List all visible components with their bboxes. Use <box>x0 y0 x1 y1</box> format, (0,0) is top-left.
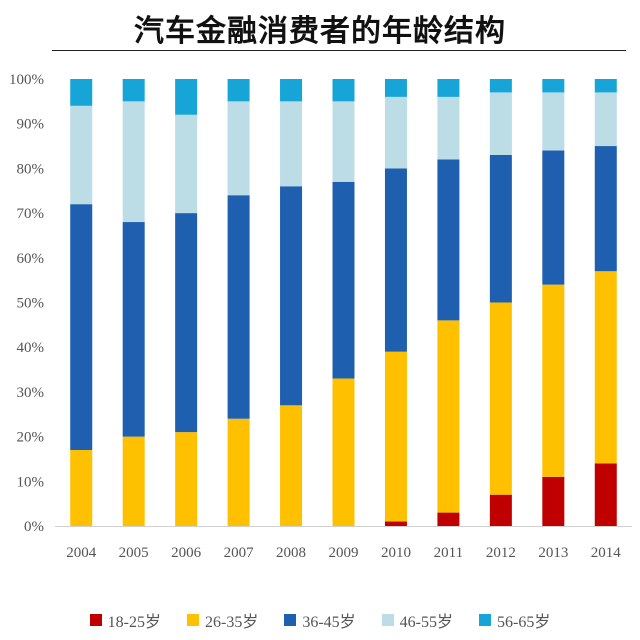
bar-segment-2010-4 <box>384 96 407 169</box>
x-tick-label: 2014 <box>591 545 622 561</box>
y-tick-label: 10% <box>17 474 45 490</box>
x-tick-label: 2005 <box>119 545 149 561</box>
x-tick-label: 2004 <box>66 545 97 561</box>
bar-segment-2011-2 <box>437 320 460 513</box>
bar-segment-2009-2 <box>332 378 355 526</box>
legend-item: 18-25岁 <box>89 608 161 632</box>
bar-segment-2008-2 <box>280 405 303 526</box>
bar-segment-2006-3 <box>175 213 198 433</box>
plot-area: 0% 10% 20% 30% 40% 50% 60% 70% 80% 90% 100% 2004 200… <box>9 72 632 561</box>
bar-segment-2014-5 <box>594 79 617 93</box>
x-tick-label: 2012 <box>486 545 516 561</box>
legend-item: 56-65岁 <box>479 608 550 632</box>
bar-segment-2009-3 <box>332 181 355 379</box>
bar-segment-2012-2 <box>489 302 512 495</box>
x-tick-label: 2013 <box>538 545 568 561</box>
bar-segment-2005-5 <box>122 79 145 102</box>
bar-segment-2010-1 <box>384 521 407 526</box>
bar-segment-2008-5 <box>280 79 303 102</box>
legend-swatch <box>381 614 394 626</box>
bar-segment-2010-3 <box>384 168 407 352</box>
bar-segment-2008-3 <box>280 186 303 406</box>
bar-segment-2005-2 <box>122 436 145 526</box>
x-tick-label: 2010 <box>381 545 411 561</box>
bar-segment-2012-3 <box>489 154 512 303</box>
bar-segment-2009-5 <box>332 79 355 102</box>
y-tick-label: 30% <box>17 385 45 401</box>
bar-segment-2010-5 <box>384 79 407 97</box>
bar-segment-2013-3 <box>542 150 565 285</box>
y-tick-label: 80% <box>17 161 45 177</box>
legend-swatch <box>186 614 199 626</box>
bar-segment-2011-4 <box>437 96 460 160</box>
bar-segment-2013-4 <box>542 92 565 151</box>
x-tick-label: 2007 <box>224 545 255 561</box>
bar-segment-2011-3 <box>437 159 460 321</box>
bar-segment-2007-4 <box>227 101 250 196</box>
bar-segment-2013-5 <box>542 79 565 93</box>
y-tick-label: 60% <box>17 251 45 267</box>
legend-label: 56-65岁 <box>497 614 551 631</box>
bar-segment-2010-2 <box>384 351 407 522</box>
legend-swatch <box>89 614 102 626</box>
bar-segment-2012-5 <box>489 79 512 93</box>
bar-segment-2005-3 <box>122 222 145 437</box>
bar-segment-2006-4 <box>175 114 198 214</box>
x-tick-label: 2008 <box>276 545 306 561</box>
bar-segment-2012-1 <box>489 494 512 526</box>
bar-segment-2009-4 <box>332 101 355 182</box>
bar-segment-2005-4 <box>122 101 145 223</box>
bar-segment-2013-1 <box>542 476 565 526</box>
bar-segment-2008-4 <box>280 101 303 187</box>
legend-item: 36-45岁 <box>284 608 356 632</box>
legend-label: 18-25岁 <box>107 614 161 631</box>
y-tick-label: 20% <box>17 430 45 446</box>
legend: 18-25岁 26-35岁 36-45岁 46-55岁 56-65岁 <box>0 608 640 632</box>
bar-segment-2012-4 <box>489 92 512 155</box>
bar-segment-2014-2 <box>594 271 617 464</box>
y-tick-label: 0% <box>24 519 44 535</box>
y-tick-label: 70% <box>17 206 45 222</box>
bar-segment-2004-3 <box>70 204 93 451</box>
bar-segment-2011-1 <box>437 512 460 526</box>
legend-swatch <box>284 614 297 626</box>
bar-segment-2007-2 <box>227 418 250 526</box>
bar-segment-2007-3 <box>227 195 250 419</box>
bar-segment-2004-5 <box>70 79 93 106</box>
y-tick-label: 40% <box>17 340 45 356</box>
bar-segment-2014-1 <box>594 463 617 526</box>
x-tick-label: 2006 <box>171 545 202 561</box>
bar-segment-2014-3 <box>594 146 617 272</box>
bar-segment-2006-2 <box>175 432 198 526</box>
chart-title: 汽车金融消费者的年龄结构 <box>134 14 506 49</box>
legend-label: 26-35岁 <box>204 614 259 631</box>
legend-label: 36-45岁 <box>302 614 356 631</box>
bar-segment-2004-4 <box>70 105 93 205</box>
bar-segment-2007-5 <box>227 79 250 102</box>
bar-segment-2011-5 <box>437 79 460 97</box>
bar-segment-2004-2 <box>70 450 93 526</box>
legend-item: 46-55岁 <box>381 608 454 632</box>
bar-segment-2014-4 <box>594 92 617 147</box>
y-tick-label: 100% <box>9 72 44 88</box>
y-tick-label: 90% <box>17 117 45 133</box>
title-underline <box>52 50 626 51</box>
legend-swatch <box>479 614 492 626</box>
y-tick-label: 50% <box>17 296 45 312</box>
legend-item: 26-35岁 <box>186 608 259 632</box>
x-tick-label: 2009 <box>329 545 359 561</box>
bar-segment-2006-5 <box>175 79 198 115</box>
bar-segment-2013-2 <box>542 284 565 477</box>
legend-label: 46-55岁 <box>399 614 454 631</box>
x-tick-label: 2011 <box>434 545 463 561</box>
